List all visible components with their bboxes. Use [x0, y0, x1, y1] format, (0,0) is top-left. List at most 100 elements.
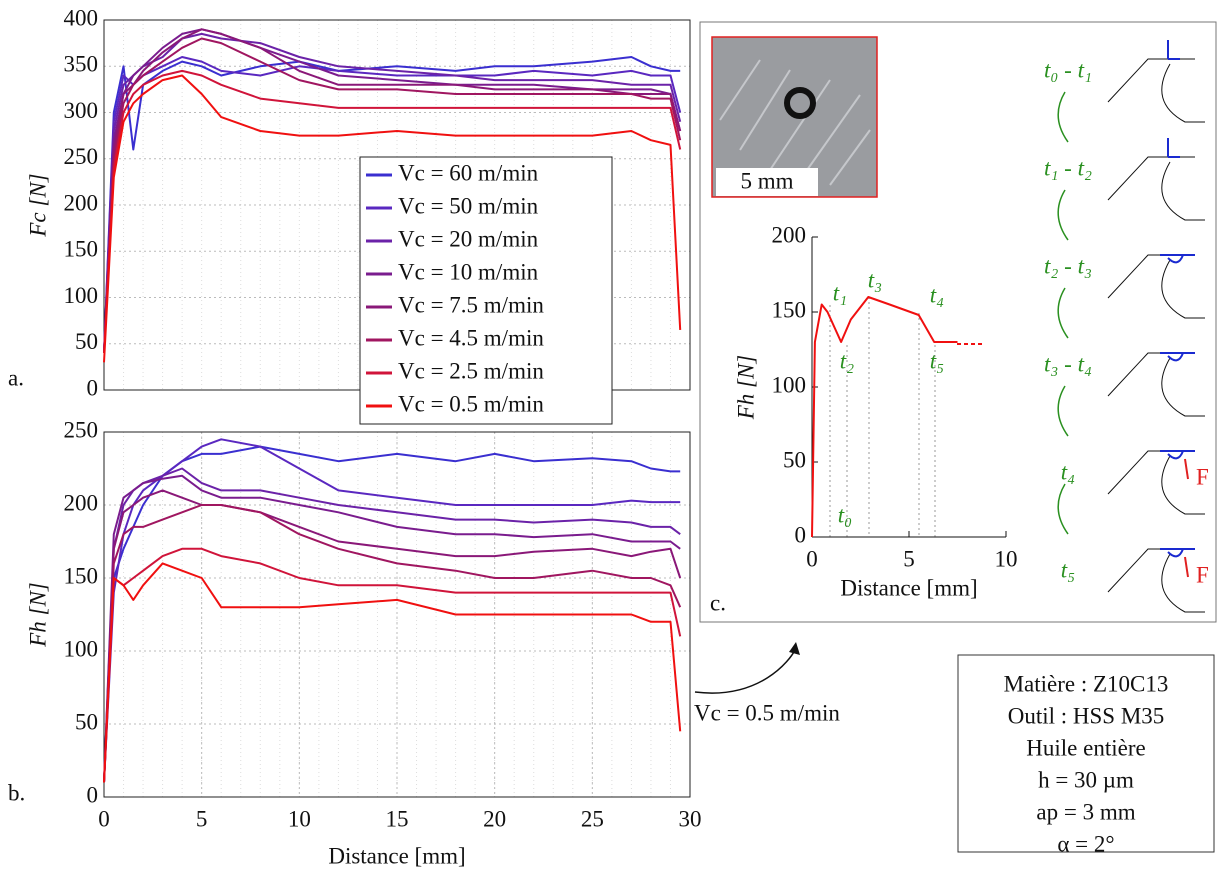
force-label: F	[1196, 464, 1209, 489]
y-tick-label: 100	[64, 636, 99, 661]
x-tick-label: 20	[483, 806, 506, 831]
y-tick-label: 200	[64, 190, 99, 215]
step-label: t₃ - t₄	[1044, 351, 1092, 376]
y-tick-label: 150	[64, 563, 99, 588]
y-tick-label: 200	[772, 222, 807, 247]
legend-label: Vc = 10 m/min	[398, 259, 539, 284]
callout: Vc = 0.5 m/min	[694, 700, 840, 725]
series-line	[103, 474, 681, 783]
y-tick-label: 250	[64, 144, 99, 169]
legend-label: Vc = 2.5 m/min	[398, 358, 544, 383]
x-tick-label: 5	[903, 546, 915, 571]
y-tick-label: 50	[75, 329, 98, 354]
y-tick-label: 50	[75, 709, 98, 734]
step-label: t₄	[1061, 459, 1075, 484]
workpiece	[1161, 455, 1205, 515]
conditions-box	[957, 654, 1215, 853]
scale-label: 5 mm	[740, 168, 793, 193]
tool-edge	[1107, 254, 1195, 299]
x-tick-label: 0	[98, 806, 110, 831]
step-label: t₁ - t₂	[1044, 155, 1092, 180]
force-label: F	[1196, 562, 1209, 587]
tool-edge	[1107, 450, 1195, 495]
tool-edge	[1107, 548, 1195, 593]
y-tick-label: 200	[64, 490, 99, 515]
series-line	[103, 445, 681, 783]
series-line	[103, 562, 682, 783]
workpiece	[1161, 259, 1205, 319]
x-tick-label: 10	[995, 546, 1018, 571]
legend-label: Vc = 0.5 m/min	[398, 391, 544, 416]
step-label: t₀ - t₁	[1044, 57, 1092, 82]
y-tick-label: 350	[64, 52, 99, 77]
time-label: t₄	[930, 282, 944, 307]
time-label: t₃	[868, 267, 882, 292]
step-label: t₅	[1061, 557, 1075, 582]
y-tick-label: 100	[772, 372, 807, 397]
y-tick-label: 250	[64, 417, 99, 442]
x-tick-label: 5	[196, 806, 208, 831]
legend-box	[359, 156, 613, 425]
workpiece	[1161, 63, 1205, 123]
force-arrow	[1184, 458, 1189, 480]
y-tick-label: 50	[783, 447, 806, 472]
condition: Matière : Z10C13	[1004, 671, 1169, 696]
chip	[1167, 138, 1180, 158]
chip	[1160, 254, 1195, 264]
y-tick-label: 0	[87, 782, 99, 807]
condition: Outil : HSS M35	[1008, 703, 1165, 728]
time-label: t₅	[930, 348, 944, 373]
condition: α = 2°	[1057, 831, 1114, 856]
tool-edge	[1107, 58, 1195, 103]
condition: h = 30 µm	[1038, 767, 1134, 792]
step-arrow	[1057, 91, 1069, 143]
series-line	[103, 467, 681, 783]
workpiece	[1161, 161, 1205, 221]
legend-label: Vc = 20 m/min	[398, 226, 539, 251]
x-tick-label: 15	[386, 806, 409, 831]
time-label: t₁	[833, 280, 847, 305]
plot-frame	[103, 431, 691, 798]
arrow-head	[789, 642, 800, 655]
chip	[1160, 450, 1195, 460]
tool-edge	[1107, 156, 1195, 201]
x-tick-label: 10	[288, 806, 311, 831]
series-line	[103, 37, 682, 354]
legend-label: Vc = 7.5 m/min	[398, 292, 544, 317]
chip-photo	[784, 87, 816, 119]
time-guides	[829, 297, 936, 537]
x-tick-label: 0	[806, 546, 818, 571]
chip	[1167, 40, 1180, 60]
x-tick-label: 30	[679, 806, 702, 831]
series-line	[103, 504, 682, 783]
legend-label: Vc = 4.5 m/min	[398, 325, 544, 350]
step-arrow	[1057, 189, 1069, 241]
step-arrow	[1057, 385, 1069, 437]
workpiece	[1161, 553, 1205, 613]
tool-edge	[1107, 352, 1195, 397]
series-line	[103, 489, 682, 783]
step-arrow	[1057, 483, 1069, 535]
callout-arrow	[694, 649, 796, 694]
force-arrow	[1184, 556, 1189, 578]
panel-label: b.	[8, 780, 25, 805]
series-line	[103, 69, 682, 354]
inset-texture	[719, 59, 871, 186]
y-tick-label: 300	[64, 98, 99, 123]
x-axis-label: Distance [mm]	[328, 843, 465, 868]
series-line	[103, 28, 682, 354]
x-tick-label: 25	[581, 806, 604, 831]
y-tick-label: 0	[795, 522, 807, 547]
condition: ap = 3 mm	[1036, 799, 1135, 824]
series-line	[103, 438, 681, 783]
chip	[1160, 352, 1195, 362]
chip	[1160, 548, 1195, 558]
time-label: t₂	[840, 348, 854, 373]
step-arrow	[1057, 287, 1069, 339]
scale-box	[716, 168, 818, 196]
time-label: t₀	[838, 502, 852, 527]
panel-label: a.	[8, 365, 24, 390]
workpiece	[1161, 357, 1205, 417]
condition: Huile entière	[1026, 735, 1145, 760]
